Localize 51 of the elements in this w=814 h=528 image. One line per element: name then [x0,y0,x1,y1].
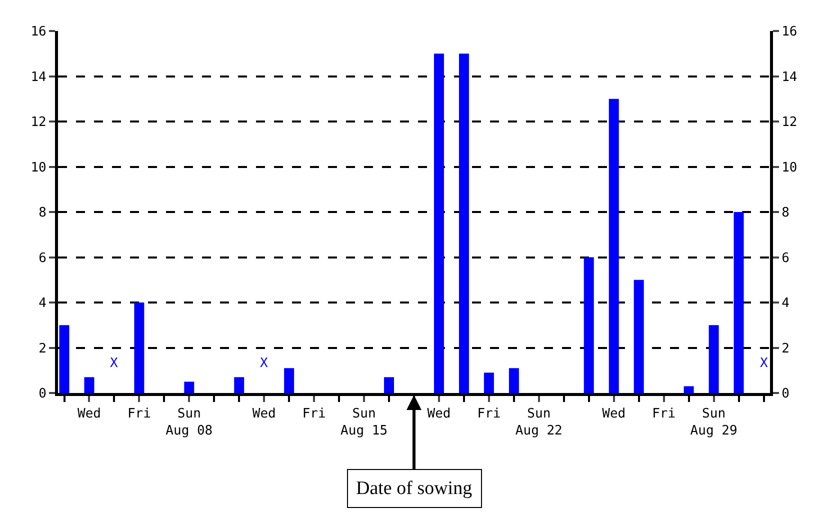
bar [184,382,194,393]
bar [634,280,644,393]
bar [234,377,244,393]
y2-tick-label: 6 [782,250,790,266]
bar [134,302,144,393]
y-tick-label: 0 [38,386,46,402]
y-tick-label: 2 [38,341,46,356]
bar [434,54,444,393]
x-tick-label: Sun Aug 08 [166,406,213,438]
text: X [760,356,768,371]
y-tick-label: 12 [30,115,46,130]
bar [384,377,394,393]
bar [484,372,494,393]
x-tick-label: Sun Aug 29 [690,406,738,438]
x-tick-label: Fri [127,406,151,422]
y2-tick-label: 8 [782,206,790,221]
x-tick-label: Fri [652,406,676,422]
bar [608,98,619,393]
text: X [260,356,268,371]
x-tick-label: Fri [302,406,326,422]
y2-tick-label: 2 [782,341,790,356]
bar [708,325,719,393]
y-tick-label: 6 [38,250,46,266]
bar [84,377,94,393]
text: Date of sowing [356,478,473,499]
x-tick-label: Wed [77,406,101,422]
x-tick-label: Wed [252,406,276,422]
y-tick-label: 10 [30,160,46,176]
bar [508,368,519,393]
bar [59,325,70,393]
y2-tick-label: 10 [782,160,798,176]
y2-tick-label: 14 [782,70,798,85]
y-tick-label: 8 [38,206,46,221]
bar [584,257,594,393]
x-tick-label: Wed [427,406,451,422]
text: X [110,356,118,371]
x-tick-label: Fri [477,406,501,422]
x-tick-label: Sun Aug 15 [340,406,388,438]
y-tick-label: 4 [38,296,47,312]
y2-tick-label: 12 [782,115,798,130]
y2-tick-label: 16 [782,24,798,40]
y-tick-label: 16 [30,24,46,40]
x-tick-label: Wed [602,406,626,422]
bar [684,386,694,393]
y2-tick-label: 4 [782,296,790,312]
y-tick-label: 14 [30,70,47,85]
y2-tick-label: 0 [782,386,790,402]
bar [734,212,744,393]
bar [284,368,294,393]
bar [458,54,469,393]
x-tick-label: Sun Aug 22 [515,406,562,438]
